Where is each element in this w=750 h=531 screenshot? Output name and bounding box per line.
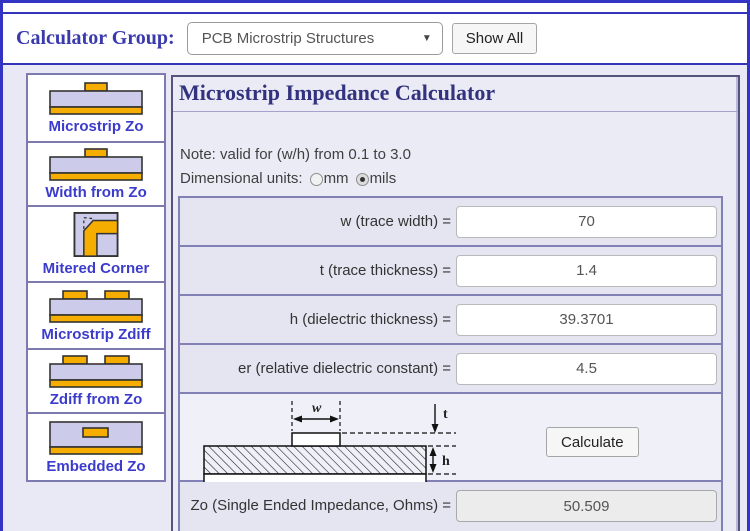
row-result: Zo (Single Ended Impedance, Ohms) = [178, 480, 723, 531]
microstrip-zdiff-icon [49, 355, 143, 388]
page-title: Microstrip Impedance Calculator [173, 77, 738, 112]
calculator-sidebar: Microstrip Zo Width from Zo Mitered Corn… [26, 73, 166, 482]
dielectric-thickness-input[interactable] [456, 303, 717, 336]
calculator-panel: Microstrip Impedance Calculator Note: va… [171, 75, 740, 531]
radio-mm[interactable] [309, 172, 323, 186]
dielectric-thickness-label: h (dielectric thickness) = [289, 311, 451, 328]
trace-thickness-input[interactable] [456, 254, 717, 287]
sidebar-item-microstrip-zo[interactable]: Microstrip Zo [28, 75, 164, 143]
units-row: Dimensional units: mm mils [180, 167, 411, 191]
units-label: Dimensional units: [180, 170, 303, 187]
dielectric-constant-label: er (relative dielectric constant) = [237, 360, 451, 377]
calculate-button[interactable]: Calculate [546, 427, 639, 457]
microstrip-cross-section-diagram: w t h [203, 401, 456, 482]
diagram-w-label: w [312, 401, 322, 416]
diagram-t-label: t [443, 407, 448, 422]
radio-mm-label[interactable]: mm [323, 170, 349, 187]
row-trace-thickness: t (trace thickness) = [178, 245, 723, 296]
embedded-zo-icon [49, 420, 143, 455]
parameter-table: w (trace width) = t (trace thickness) = … [178, 196, 723, 531]
sidebar-item-zdiff-from-zo[interactable]: Zdiff from Zo [28, 350, 164, 414]
sidebar-item-width-from-zo[interactable]: Width from Zo [28, 143, 164, 207]
validity-note: Note: valid for (w/h) from 0.1 to 3.0 [180, 146, 411, 163]
show-all-button[interactable]: Show All [451, 23, 538, 54]
calculator-group-label: Calculator Group: [16, 27, 175, 49]
sidebar-item-embedded-zo[interactable]: Embedded Zo [28, 414, 164, 480]
sidebar-item-label: Zdiff from Zo [49, 391, 143, 408]
row-dielectric-constant: er (relative dielectric constant) = [178, 343, 723, 394]
sidebar-item-mitered-corner[interactable]: Mitered Corner [28, 207, 164, 283]
microstrip-zdiff-icon [49, 289, 143, 323]
row-trace-width: w (trace width) = [178, 196, 723, 247]
sidebar-item-label: Microstrip Zdiff [41, 325, 151, 343]
microstrip-zo-icon [49, 148, 143, 181]
sidebar-item-label: Width from Zo [45, 184, 147, 201]
result-label: Zo (Single Ended Impedance, Ohms) = [190, 497, 451, 514]
calculator-group-selected-value: PCB Microstrip Structures [201, 30, 375, 47]
calculator-group-select[interactable]: PCB Microstrip Structures ▼ [186, 22, 443, 55]
note-block: Note: valid for (w/h) from 0.1 to 3.0 Di… [180, 143, 411, 191]
trace-width-input[interactable] [456, 205, 717, 238]
mitered-corner-icon [73, 212, 119, 257]
row-dielectric-thickness: h (dielectric thickness) = [178, 294, 723, 345]
sidebar-item-label: Embedded Zo [46, 457, 146, 475]
sidebar-item-label: Microstrip Zo [48, 118, 144, 135]
trace-thickness-label: t (trace thickness) = [319, 262, 451, 279]
row-diagram: w t h Calculate [178, 392, 723, 482]
microstrip-zo-icon [49, 82, 143, 115]
dielectric-constant-input[interactable] [456, 352, 717, 385]
result-output [456, 490, 717, 522]
calculator-group-bar: Calculator Group: PCB Microstrip Structu… [3, 12, 747, 65]
chevron-down-icon: ▼ [421, 33, 432, 44]
diagram-h-label: h [442, 454, 450, 469]
radio-mils-label[interactable]: mils [369, 170, 397, 187]
trace-width-label: w (trace width) = [340, 213, 451, 230]
sidebar-item-label: Mitered Corner [42, 260, 150, 277]
sidebar-item-microstrip-zdiff[interactable]: Microstrip Zdiff [28, 283, 164, 350]
radio-mils[interactable] [355, 172, 369, 186]
